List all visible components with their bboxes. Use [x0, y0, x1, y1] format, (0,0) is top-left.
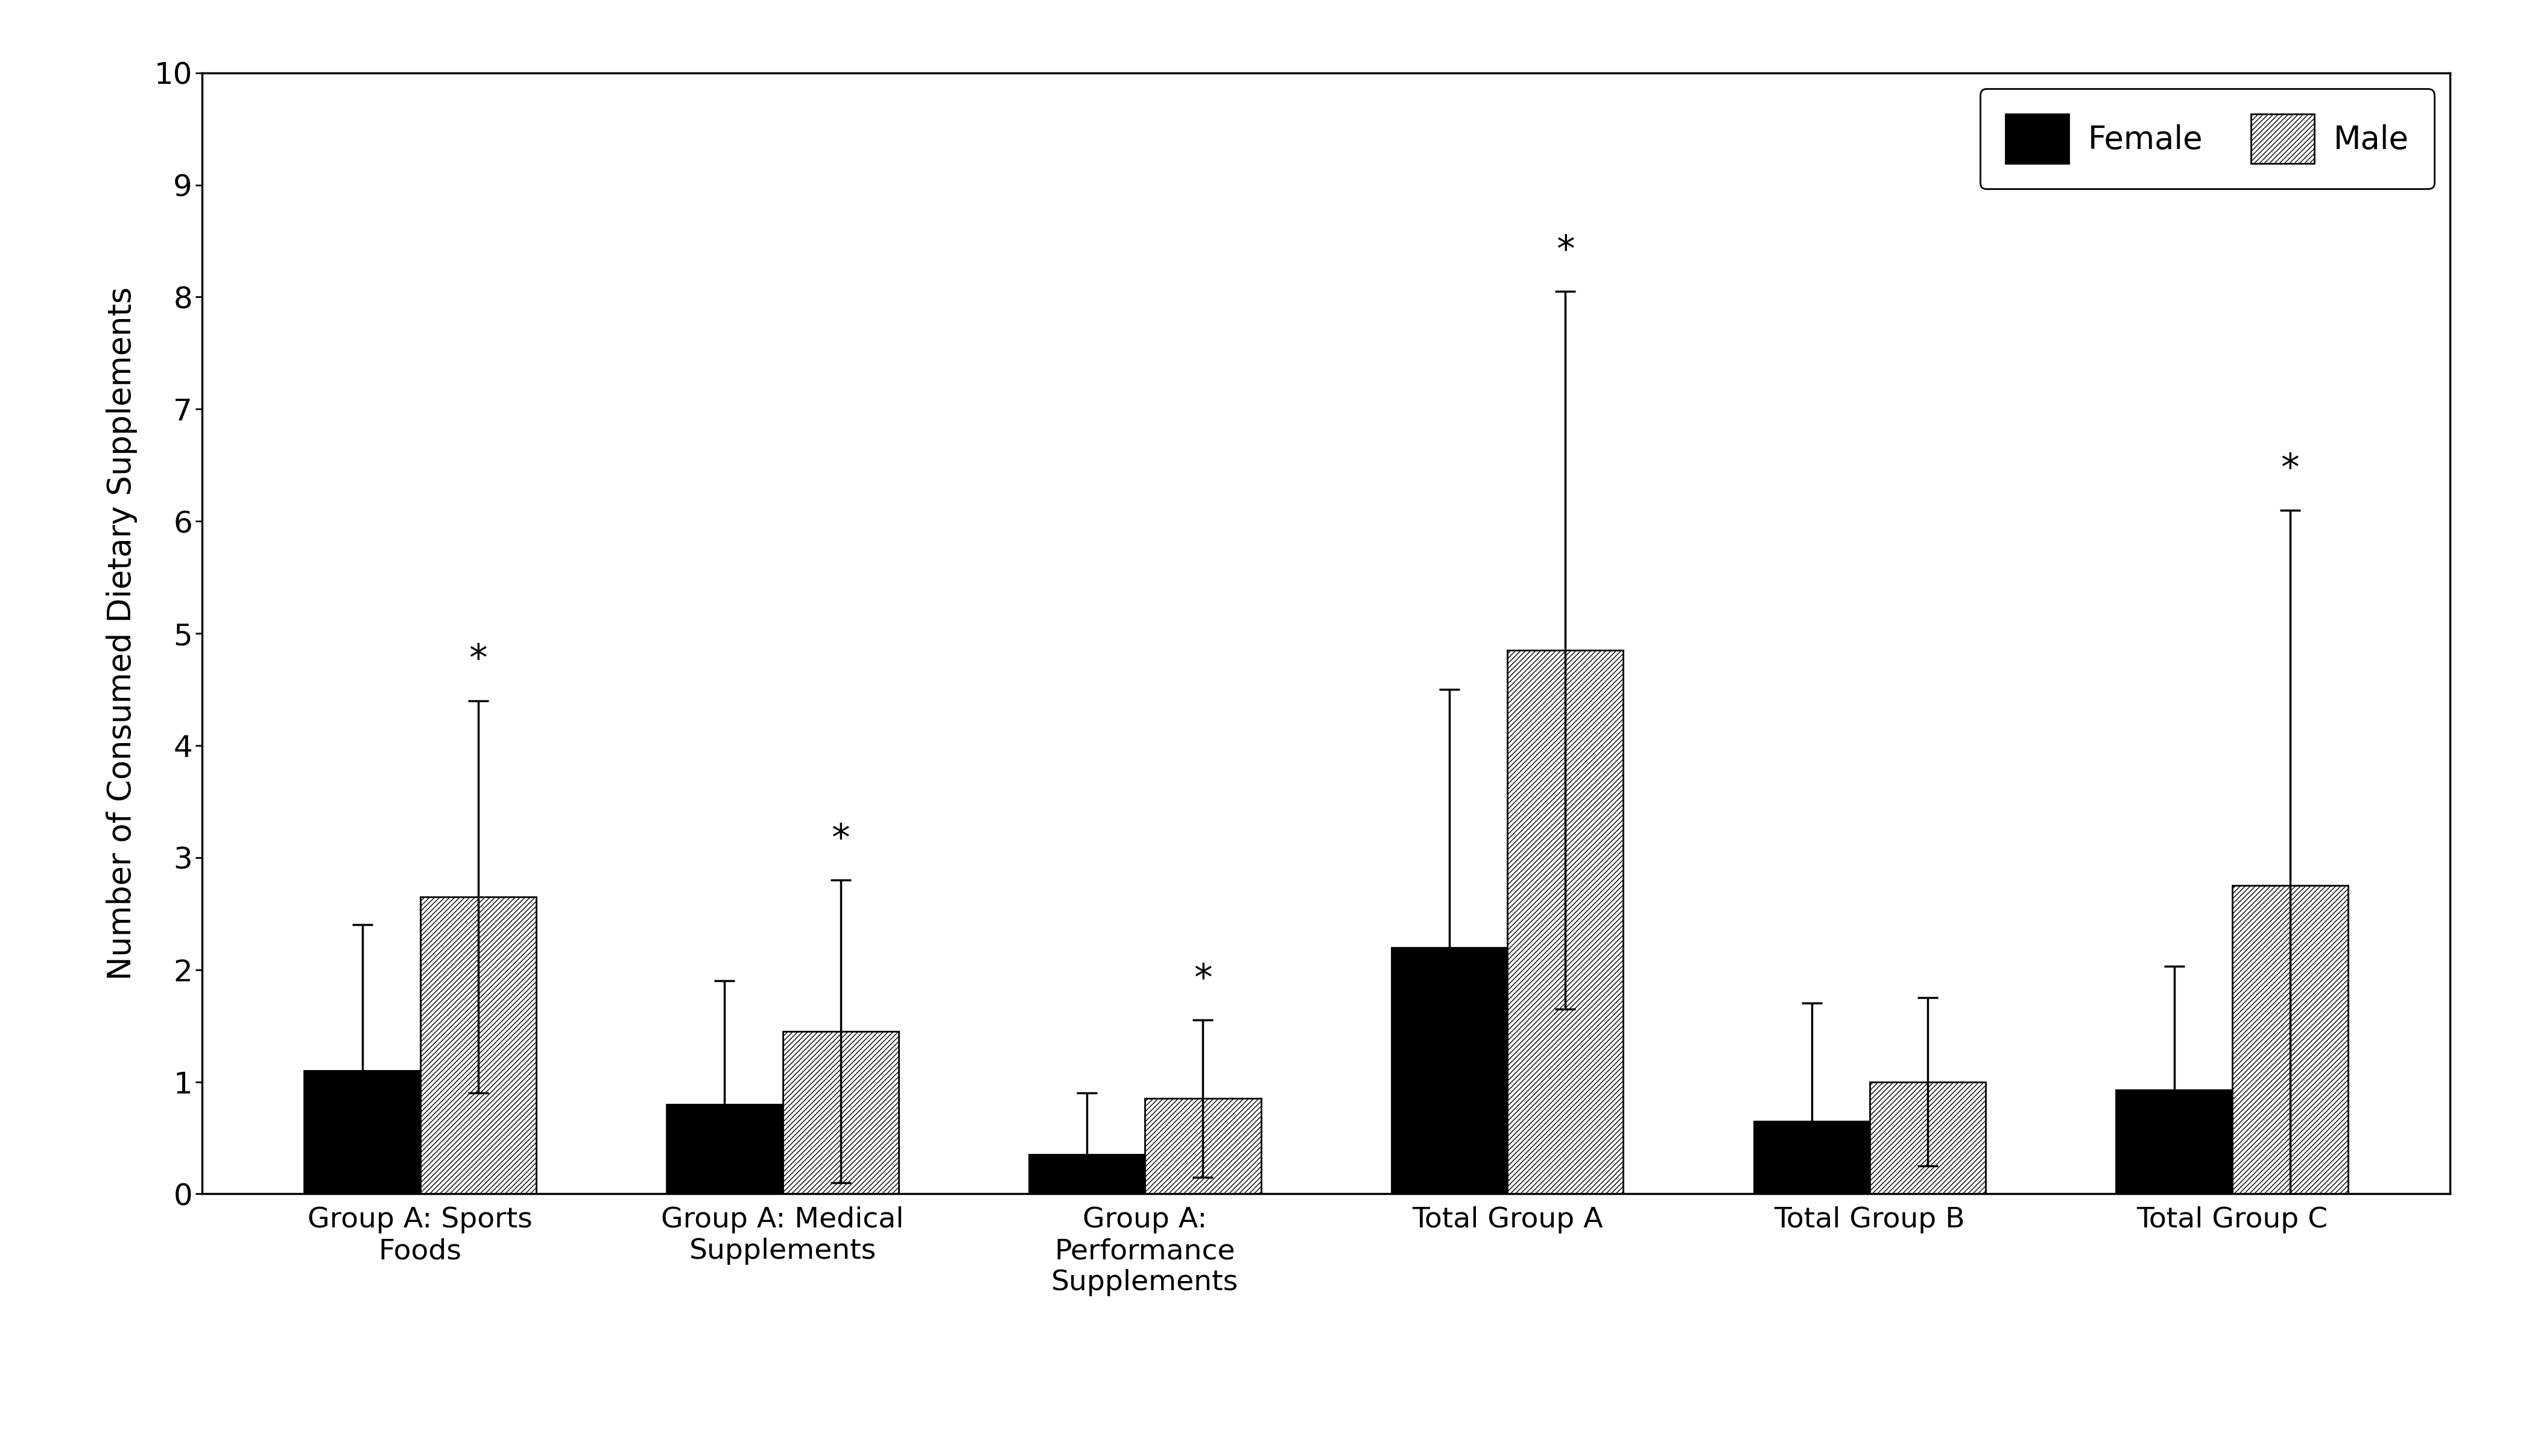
Bar	[1869, 1082, 1985, 1194]
Text: *: *	[470, 642, 488, 678]
Text: *: *	[2281, 451, 2299, 488]
Bar	[667, 1104, 783, 1194]
Bar	[1753, 1121, 1869, 1194]
Bar	[303, 1070, 419, 1194]
Bar	[783, 1031, 899, 1194]
Legend: Female, Male: Female, Male	[1980, 89, 2435, 189]
Bar	[1508, 651, 1624, 1194]
Bar	[2117, 1089, 2233, 1194]
Bar	[1028, 1155, 1144, 1194]
Bar	[1392, 948, 1508, 1194]
Bar	[1144, 1099, 1260, 1194]
Text: *: *	[831, 823, 849, 858]
Bar	[419, 897, 536, 1194]
Text: *: *	[1556, 233, 1574, 269]
Bar	[2233, 885, 2349, 1194]
Y-axis label: Number of Consumed Dietary Supplements: Number of Consumed Dietary Supplements	[106, 287, 136, 980]
Text: *: *	[1195, 962, 1212, 997]
